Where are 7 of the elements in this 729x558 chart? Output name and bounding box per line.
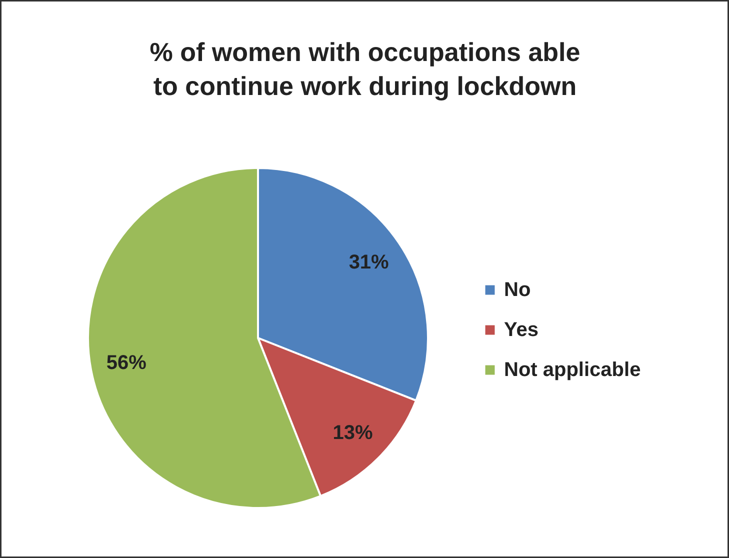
data-label: 31%: [348, 252, 390, 274]
chart-title: % of women with occupations able to continue work during lockdown: [150, 37, 580, 101]
legend-label: No: [504, 279, 531, 301]
legend-label: Yes: [504, 319, 538, 341]
data-label: 13%: [332, 422, 373, 444]
legend-label: Not applicable: [504, 359, 641, 381]
data-label: 56%: [106, 352, 147, 374]
